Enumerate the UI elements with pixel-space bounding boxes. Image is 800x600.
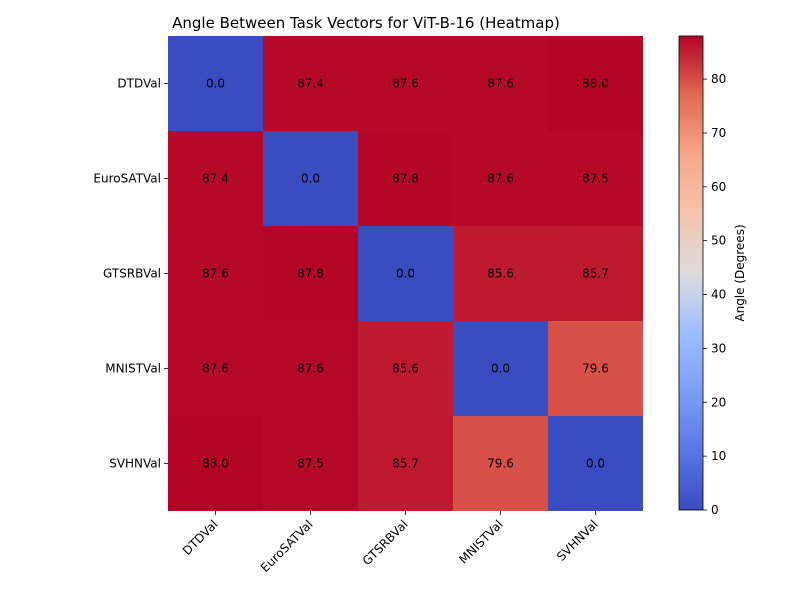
colorbar-label: Angle (Degrees) [733, 224, 747, 321]
y-tick-label: DTDVal [117, 77, 161, 91]
cell-value-label: 87.6 [202, 267, 229, 281]
heatmap-cell [453, 131, 548, 226]
cell-value-label: 87.8 [392, 172, 419, 186]
y-tick-label: GTSRBVal [103, 267, 161, 281]
heatmap-cell [358, 321, 453, 416]
heatmap-cell [358, 36, 453, 131]
cell-value-label: 87.8 [297, 267, 324, 281]
heatmap-cell [168, 131, 263, 226]
heatmap-cell [358, 226, 453, 321]
colorbar-tick-label: 50 [711, 234, 726, 248]
cell-value-label: 85.7 [392, 457, 419, 471]
y-tick-label: SVHNVal [109, 457, 161, 471]
heatmap-cell [263, 416, 358, 511]
cell-value-label: 85.7 [582, 267, 609, 281]
heatmap-cell [358, 131, 453, 226]
cell-value-label: 85.6 [487, 267, 514, 281]
heatmap-cell [263, 226, 358, 321]
cell-value-label: 85.6 [392, 362, 419, 376]
heatmap-cell [548, 416, 643, 511]
heatmap-cell [263, 36, 358, 131]
colorbar-tick-label: 30 [711, 341, 726, 355]
heatmap-cell [168, 36, 263, 131]
heatmap-cells: 0.0 87.4 87.6 87.6 88.0 87.4 0.0 87.8 87.6 87.5 87… [168, 36, 643, 511]
cell-value-label: 0.0 [206, 77, 225, 91]
heatmap-cell [168, 416, 263, 511]
colorbar-tick-label: 0 [711, 503, 719, 517]
heatmap-cell [548, 226, 643, 321]
x-tick-label: SVHNVal [554, 517, 601, 564]
heatmap-cell [548, 131, 643, 226]
heatmap-cell [453, 226, 548, 321]
chart-title: Angle Between Task Vectors for ViT-B-16 … [172, 14, 560, 32]
cell-value-label: 88.0 [582, 77, 609, 91]
cell-value-label: 79.6 [582, 362, 609, 376]
cell-value-label: 0.0 [301, 172, 320, 186]
cell-value-label: 88.0 [202, 457, 229, 471]
heatmap-cell [263, 321, 358, 416]
cell-value-label: 87.6 [297, 362, 324, 376]
heatmap-cell [168, 226, 263, 321]
cell-value-label: 0.0 [491, 362, 510, 376]
y-tick-label: MNISTVal [105, 362, 161, 376]
x-tick-label: EuroSATVal [258, 517, 316, 575]
cell-value-label: 87.5 [582, 172, 609, 186]
heatmap-cell [548, 36, 643, 131]
x-tick-label: GTSRBVal [360, 517, 411, 568]
cell-value-label: 87.4 [297, 77, 324, 91]
heatmap-cell [453, 36, 548, 131]
cell-value-label: 87.6 [487, 172, 514, 186]
colorbar-tick-label: 70 [711, 126, 726, 140]
heatmap-cell [548, 321, 643, 416]
colorbar [678, 35, 704, 511]
heatmap-cell [453, 416, 548, 511]
cell-value-label: 87.4 [202, 172, 229, 186]
x-tick-label: DTDVal [180, 517, 221, 558]
heatmap-cell [453, 321, 548, 416]
heatmap-cell [168, 321, 263, 416]
cell-value-label: 87.6 [487, 77, 514, 91]
cell-value-label: 87.6 [392, 77, 419, 91]
colorbar-tick-label: 20 [711, 395, 726, 409]
axis-ticks [164, 83, 596, 515]
cell-value-label: 87.6 [202, 362, 229, 376]
colorbar-tick-label: 10 [711, 449, 726, 463]
cell-value-label: 0.0 [586, 457, 605, 471]
y-tick-label: EuroSATVal [93, 172, 161, 186]
cell-value-label: 79.6 [487, 457, 514, 471]
colorbar-tick-label: 80 [711, 72, 726, 86]
heatmap-cell [358, 416, 453, 511]
y-axis-tick-labels: DTDVal EuroSATVal GTSRBVal MNISTVal SVHNVal [93, 77, 161, 471]
x-tick-label: MNISTVal [456, 517, 505, 566]
heatmap-cell [263, 131, 358, 226]
cell-value-label: 87.5 [297, 457, 324, 471]
x-axis-tick-labels: DTDVal EuroSATVal GTSRBVal MNISTVal SVHNVal [180, 517, 601, 575]
colorbar-tick-label: 40 [711, 288, 726, 302]
colorbar-tick-label: 60 [711, 180, 726, 194]
cell-value-label: 0.0 [396, 267, 415, 281]
colorbar-ticks: 0 10 20 30 40 50 60 70 80 [703, 72, 726, 517]
